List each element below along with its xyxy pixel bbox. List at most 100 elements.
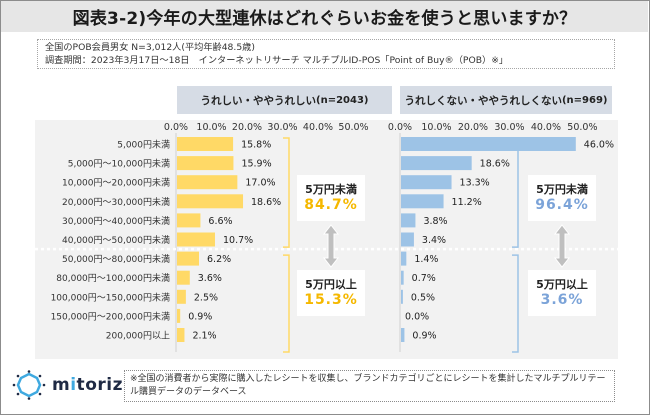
bar <box>401 213 416 228</box>
bracket-under-50k <box>283 137 290 248</box>
series-header-happy: うれしい・ややうれしい (n=2043) <box>177 86 392 114</box>
double-arrow-icon <box>553 224 571 268</box>
data-label: 3.4% <box>422 235 446 246</box>
series-header-happy-label: うれしい・ややうれしい <box>200 94 317 107</box>
summary-box-unhappy-under: 5万円未満 96.4% <box>528 175 596 221</box>
bar <box>177 328 185 342</box>
bar <box>401 270 404 285</box>
bar <box>401 175 452 190</box>
survey-info-box: 全国のPOB会員男女 N=3,012人(平均年齢48.5歳) 調査期間：2023… <box>37 39 615 69</box>
x-tick-label: 10.0% <box>196 122 226 133</box>
data-label: 17.0% <box>245 178 275 189</box>
bar <box>177 308 181 323</box>
summary-unhappy-over-label: 5万円以上 <box>536 277 588 291</box>
bar <box>177 213 201 228</box>
data-label: 1.4% <box>414 254 438 265</box>
data-label: 13.3% <box>460 178 490 189</box>
footer-note: ※全国の消費者から実際に購入したレシートを収集し、ブランドカテゴリごとにレシート… <box>124 370 615 402</box>
bar <box>401 251 407 266</box>
bar <box>401 289 403 304</box>
x-tick-label: 50.0% <box>567 122 597 133</box>
summary-unhappy-over-value: 3.6% <box>540 291 584 308</box>
chart-background <box>35 120 618 359</box>
category-label: 80,000円～100,000円未満 <box>56 272 170 284</box>
bar <box>177 156 234 171</box>
summary-box-happy-over: 5万円以上 15.3% <box>297 270 365 316</box>
summary-happy-under-value: 84.7% <box>304 196 358 213</box>
category-label: 100,000円～150,000円未満 <box>51 291 170 303</box>
category-label: 30,000円～40,000円未満 <box>62 215 170 227</box>
category-label: 5,000円～10,000円未満 <box>68 158 170 170</box>
data-label: 0.7% <box>412 273 436 284</box>
category-label: 200,000円以上 <box>106 331 170 342</box>
bar <box>177 232 215 247</box>
summary-happy-under-label: 5万円未満 <box>305 182 357 196</box>
data-label: 11.2% <box>452 197 482 208</box>
data-label: 10.7% <box>223 235 253 246</box>
data-label: 6.2% <box>207 254 231 265</box>
x-tick-label: 30.0% <box>494 122 524 133</box>
x-tick-label: 40.0% <box>531 122 561 133</box>
series-header-happy-n: (n=2043) <box>316 94 369 106</box>
x-tick-label: 0.0% <box>164 122 188 133</box>
x-tick-label: 10.0% <box>421 122 451 133</box>
double-arrow-icon <box>322 224 340 268</box>
data-label: 2.5% <box>194 292 218 303</box>
bar <box>401 156 472 171</box>
data-label: 15.9% <box>241 159 271 170</box>
mitoriz-logo: mitoriz <box>12 370 123 400</box>
data-label: 0.9% <box>412 331 436 342</box>
data-label: 6.6% <box>208 216 232 227</box>
data-label: 46.0% <box>584 140 614 151</box>
summary-happy-over-label: 5万円以上 <box>305 277 357 291</box>
series-header-unhappy-n: (n=969) <box>561 94 608 106</box>
category-label: 150,000円～200,000円未満 <box>51 310 170 322</box>
x-tick-label: 0.0% <box>388 122 412 133</box>
logo-text: mitoriz <box>52 375 123 395</box>
bar <box>401 328 405 342</box>
title-band: 図表3-2)今年の大型連休はどれぐらいお金を使うと思いますか？ <box>1 1 648 32</box>
bar <box>177 137 234 151</box>
category-label: 40,000円～50,000円未満 <box>62 234 170 246</box>
bar <box>177 251 200 266</box>
data-label: 0.9% <box>188 311 212 322</box>
summary-box-happy-under: 5万円未満 84.7% <box>297 175 365 221</box>
x-tick-label: 20.0% <box>232 122 262 133</box>
bar <box>401 232 414 247</box>
bar <box>401 194 444 209</box>
logo-mark-icon <box>12 370 46 400</box>
bracket-under-50k <box>512 137 519 248</box>
chart-title: 図表3-2)今年の大型連休はどれぐらいお金を使うと思いますか？ <box>72 9 577 29</box>
category-label: 20,000円～30,000円未満 <box>62 196 170 208</box>
x-tick-label: 40.0% <box>303 122 333 133</box>
x-tick-label: 20.0% <box>458 122 488 133</box>
category-label: 10,000円～20,000円未満 <box>62 177 170 189</box>
survey-info-line1: 全国のPOB会員男女 N=3,012人(平均年齢48.5歳) <box>45 42 255 53</box>
data-label: 0.0% <box>405 311 429 322</box>
summary-box-unhappy-over: 5万円以上 3.6% <box>528 270 596 316</box>
summary-unhappy-under-value: 96.4% <box>535 196 589 213</box>
data-label: 18.6% <box>251 197 281 208</box>
bar <box>177 175 238 190</box>
category-label: 50,000円～80,000円未満 <box>62 253 170 265</box>
bracket-over-50k <box>283 254 290 353</box>
summary-happy-over-value: 15.3% <box>304 291 358 308</box>
bracket-over-50k <box>512 254 519 353</box>
bar <box>401 137 576 151</box>
series-header-unhappy: うれしくない・ややうれしくない (n=969) <box>400 86 612 114</box>
series-header-unhappy-label: うれしくない・ややうれしくない <box>404 94 562 107</box>
category-label: 5,000円未満 <box>117 139 170 151</box>
data-label: 2.1% <box>192 331 216 342</box>
data-label: 15.8% <box>241 140 271 151</box>
x-tick-label: 50.0% <box>338 122 368 133</box>
bar <box>177 289 186 304</box>
data-label: 3.6% <box>198 273 222 284</box>
x-tick-label: 30.0% <box>267 122 297 133</box>
data-label: 3.8% <box>423 216 447 227</box>
data-label: 18.6% <box>480 159 510 170</box>
data-label: 0.5% <box>411 292 435 303</box>
summary-unhappy-under-label: 5万円未満 <box>536 182 588 196</box>
bar <box>177 194 244 209</box>
survey-info-line2: 調査期間：2023年3月17日～18日 インターネットリサーチ マルチプルID-… <box>45 55 509 66</box>
